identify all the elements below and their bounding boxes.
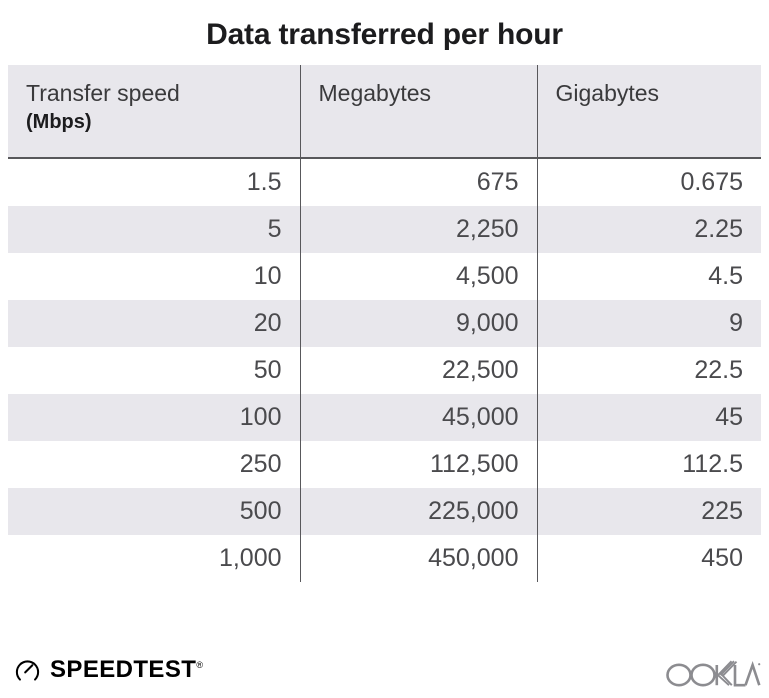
cell-megabytes: 225,000 <box>299 487 537 535</box>
table-row: 10 4,500 4.5 <box>8 252 761 300</box>
cell-transfer-speed: 1,000 <box>218 544 282 573</box>
column-header-gigabytes-main: Gigabytes <box>555 80 660 106</box>
table-row: 5 2,250 2.25 <box>8 205 761 253</box>
cell-transfer-speed: 5 <box>267 215 282 244</box>
table-row: 50 22,500 22.5 <box>8 346 761 394</box>
data-table-container: Transfer speed (Mbps) Megabytes Gigabyte… <box>8 65 761 582</box>
cell-megabytes: 675 <box>299 157 537 206</box>
cell-transfer-speed: 250 <box>239 450 282 479</box>
ookla-logo-mark <box>666 660 761 687</box>
cell-transfer-speed: 10 <box>253 262 282 291</box>
column-header-transfer-speed: Transfer speed (Mbps) <box>8 65 300 159</box>
column-header-gigabytes: Gigabytes <box>536 65 761 159</box>
cell-megabytes: 112,500 <box>299 440 537 488</box>
table-row: 500 225,000 225 <box>8 487 761 535</box>
cell-megabytes: 45,000 <box>299 393 537 441</box>
speedtest-trademark: ® <box>196 659 204 670</box>
cell-transfer-speed: 1.5 <box>246 168 282 197</box>
speedtest-logo: SPEEDTEST® <box>14 656 203 683</box>
table-row: 1.5 675 0.675 <box>8 157 761 206</box>
cell-megabytes: 2,250 <box>299 205 537 253</box>
cell-gigabytes: 2.25 <box>536 205 761 253</box>
table-header-row: Transfer speed (Mbps) Megabytes Gigabyte… <box>8 65 761 159</box>
table-row: 100 45,000 45 <box>8 393 761 441</box>
table-row: 250 112,500 112.5 <box>8 440 761 488</box>
cell-gigabytes: 9 <box>536 299 761 347</box>
column-header-megabytes-main: Megabytes <box>318 80 432 106</box>
cell-gigabytes: 4.5 <box>536 252 761 300</box>
cell-megabytes: 4,500 <box>299 252 537 300</box>
cell-transfer-speed: 100 <box>239 403 282 432</box>
cell-gigabytes: 0.675 <box>536 157 761 206</box>
cell-gigabytes: 45 <box>536 393 761 441</box>
column-header-transfer-speed-main: Transfer speed <box>26 80 180 106</box>
column-header-megabytes: Megabytes <box>299 65 537 159</box>
table-row: 1,000 450,000 450 <box>8 534 761 582</box>
column-header-transfer-speed-unit: (Mbps) <box>26 110 92 133</box>
cell-transfer-speed: 20 <box>253 309 282 338</box>
speedtest-wordmark: SPEEDTEST® <box>50 655 204 683</box>
speedometer-icon <box>14 656 41 683</box>
speedtest-wordmark-text: SPEEDTEST <box>50 655 197 683</box>
page-title: Data transferred per hour <box>206 18 563 51</box>
cell-megabytes: 450,000 <box>299 534 537 582</box>
cell-gigabytes: 22.5 <box>536 346 761 394</box>
cell-transfer-speed: 500 <box>239 497 282 526</box>
cell-transfer-speed: 50 <box>253 356 282 385</box>
cell-megabytes: 22,500 <box>299 346 537 394</box>
cell-megabytes: 9,000 <box>299 299 537 347</box>
data-table: Transfer speed (Mbps) Megabytes Gigabyte… <box>8 65 761 582</box>
table-header: Transfer speed (Mbps) Megabytes Gigabyte… <box>8 65 761 159</box>
cell-gigabytes: 450 <box>536 534 761 582</box>
table-body: 1.5 675 0.675 5 2,250 2.25 10 4,500 4.5 20 9,000 9 5… <box>8 157 761 582</box>
cell-gigabytes: 112.5 <box>536 440 761 488</box>
ookla-logo <box>665 657 761 689</box>
table-row: 20 9,000 9 <box>8 299 761 347</box>
footer: SPEEDTEST® <box>0 648 769 698</box>
cell-gigabytes: 225 <box>536 487 761 535</box>
